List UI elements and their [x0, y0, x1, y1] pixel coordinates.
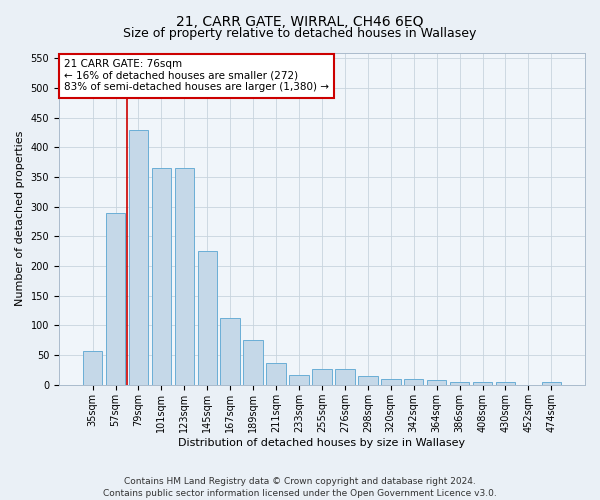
Bar	[381, 379, 401, 385]
Bar	[266, 363, 286, 385]
Text: 21 CARR GATE: 76sqm
← 16% of detached houses are smaller (272)
83% of semi-detac: 21 CARR GATE: 76sqm ← 16% of detached ho…	[64, 59, 329, 92]
Bar	[542, 382, 561, 385]
Bar	[312, 369, 332, 385]
Bar	[152, 168, 171, 385]
Bar	[175, 168, 194, 385]
Bar	[83, 351, 103, 385]
Bar	[450, 382, 469, 385]
Bar	[244, 340, 263, 385]
Bar	[358, 376, 377, 385]
Bar	[404, 379, 424, 385]
Bar	[220, 318, 240, 385]
Bar	[473, 382, 492, 385]
Bar	[427, 380, 446, 385]
X-axis label: Distribution of detached houses by size in Wallasey: Distribution of detached houses by size …	[178, 438, 466, 448]
Text: Contains HM Land Registry data © Crown copyright and database right 2024.
Contai: Contains HM Land Registry data © Crown c…	[103, 476, 497, 498]
Bar	[106, 212, 125, 385]
Bar	[335, 369, 355, 385]
Bar	[128, 130, 148, 385]
Bar	[496, 382, 515, 385]
Text: 21, CARR GATE, WIRRAL, CH46 6EQ: 21, CARR GATE, WIRRAL, CH46 6EQ	[176, 15, 424, 29]
Bar	[289, 374, 309, 385]
Text: Size of property relative to detached houses in Wallasey: Size of property relative to detached ho…	[124, 28, 476, 40]
Bar	[197, 252, 217, 385]
Y-axis label: Number of detached properties: Number of detached properties	[15, 131, 25, 306]
